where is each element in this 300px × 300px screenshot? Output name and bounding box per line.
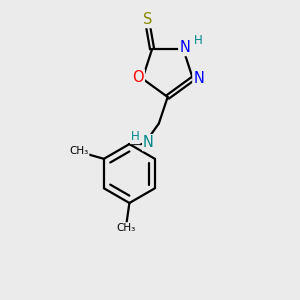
Text: N: N [143,135,154,150]
Text: S: S [143,12,152,27]
Text: CH₃: CH₃ [117,223,136,233]
Text: H: H [131,130,140,143]
Text: CH₃: CH₃ [69,146,88,157]
Text: H: H [194,34,202,47]
Text: N: N [193,71,204,86]
Text: O: O [132,70,144,85]
Text: N: N [179,40,190,55]
